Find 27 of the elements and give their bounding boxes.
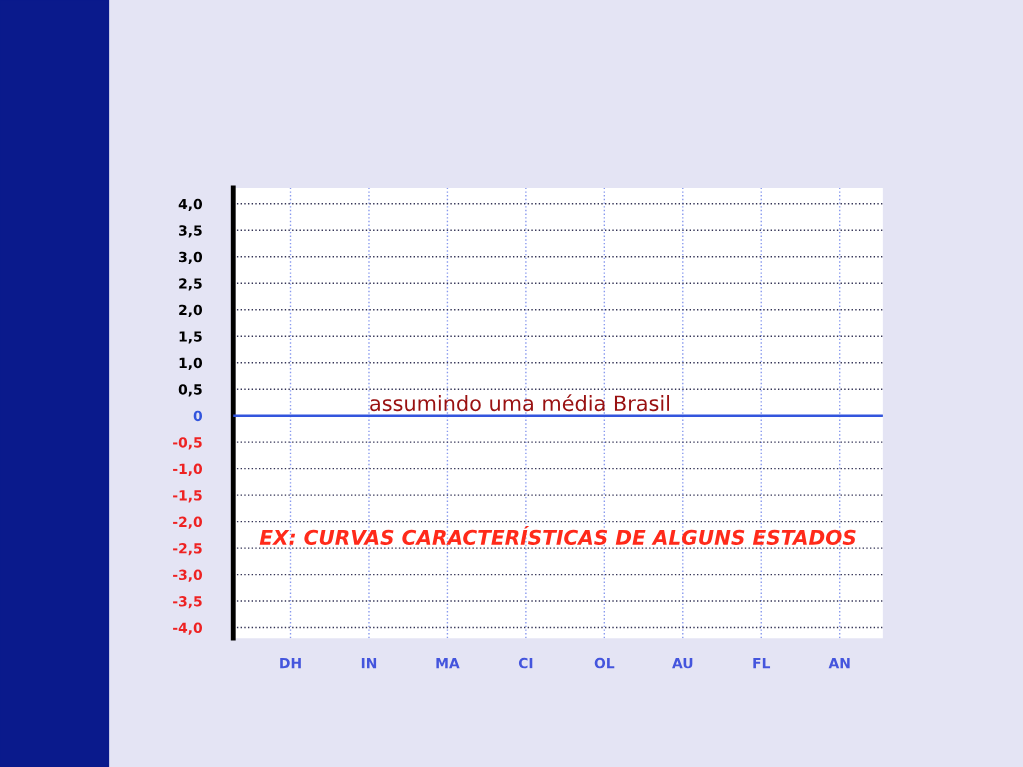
y-tick-label: 2,0 [179,304,203,317]
y-tick-label: 2,5 [179,278,202,291]
y-tick-label: -0,5 [173,437,202,450]
y-tick-label: 4,0 [178,198,203,212]
ref-line-label: assumindo uma média Brasil [370,394,670,412]
y-tick-label: -3,5 [173,596,202,609]
y-tick-label: -1,5 [173,490,202,503]
x-tick-label: AU [672,658,693,669]
x-tick-label: CI [518,657,533,669]
y-tick-label: 0 [193,410,203,422]
y-tick-label: -4,0 [173,622,203,635]
annotation: EX: CURVAS CARACTERÍSTICAS DE ALGUNS ESTADOS [259,526,856,545]
x-tick-label: MA [436,658,460,669]
y-tick-label: 1,0 [179,357,203,370]
x-tick-label: IN [361,658,377,669]
x-tick-label: FL [753,658,771,669]
y-tick-label: 0,5 [178,384,202,397]
y-tick-label: -2,0 [173,516,203,529]
x-tick-label: DH [280,658,301,669]
y-tick-label: 3,0 [179,251,203,265]
y-tick-label: 3,5 [179,225,202,238]
y-tick-label: -3,0 [173,569,203,582]
x-tick-label: OL [594,657,615,669]
y-tick-label: -1,0 [173,463,203,476]
y-tick-label: 1,5 [179,331,202,344]
y-tick-label: -2,5 [173,543,202,556]
x-tick-label: AN [828,658,850,669]
